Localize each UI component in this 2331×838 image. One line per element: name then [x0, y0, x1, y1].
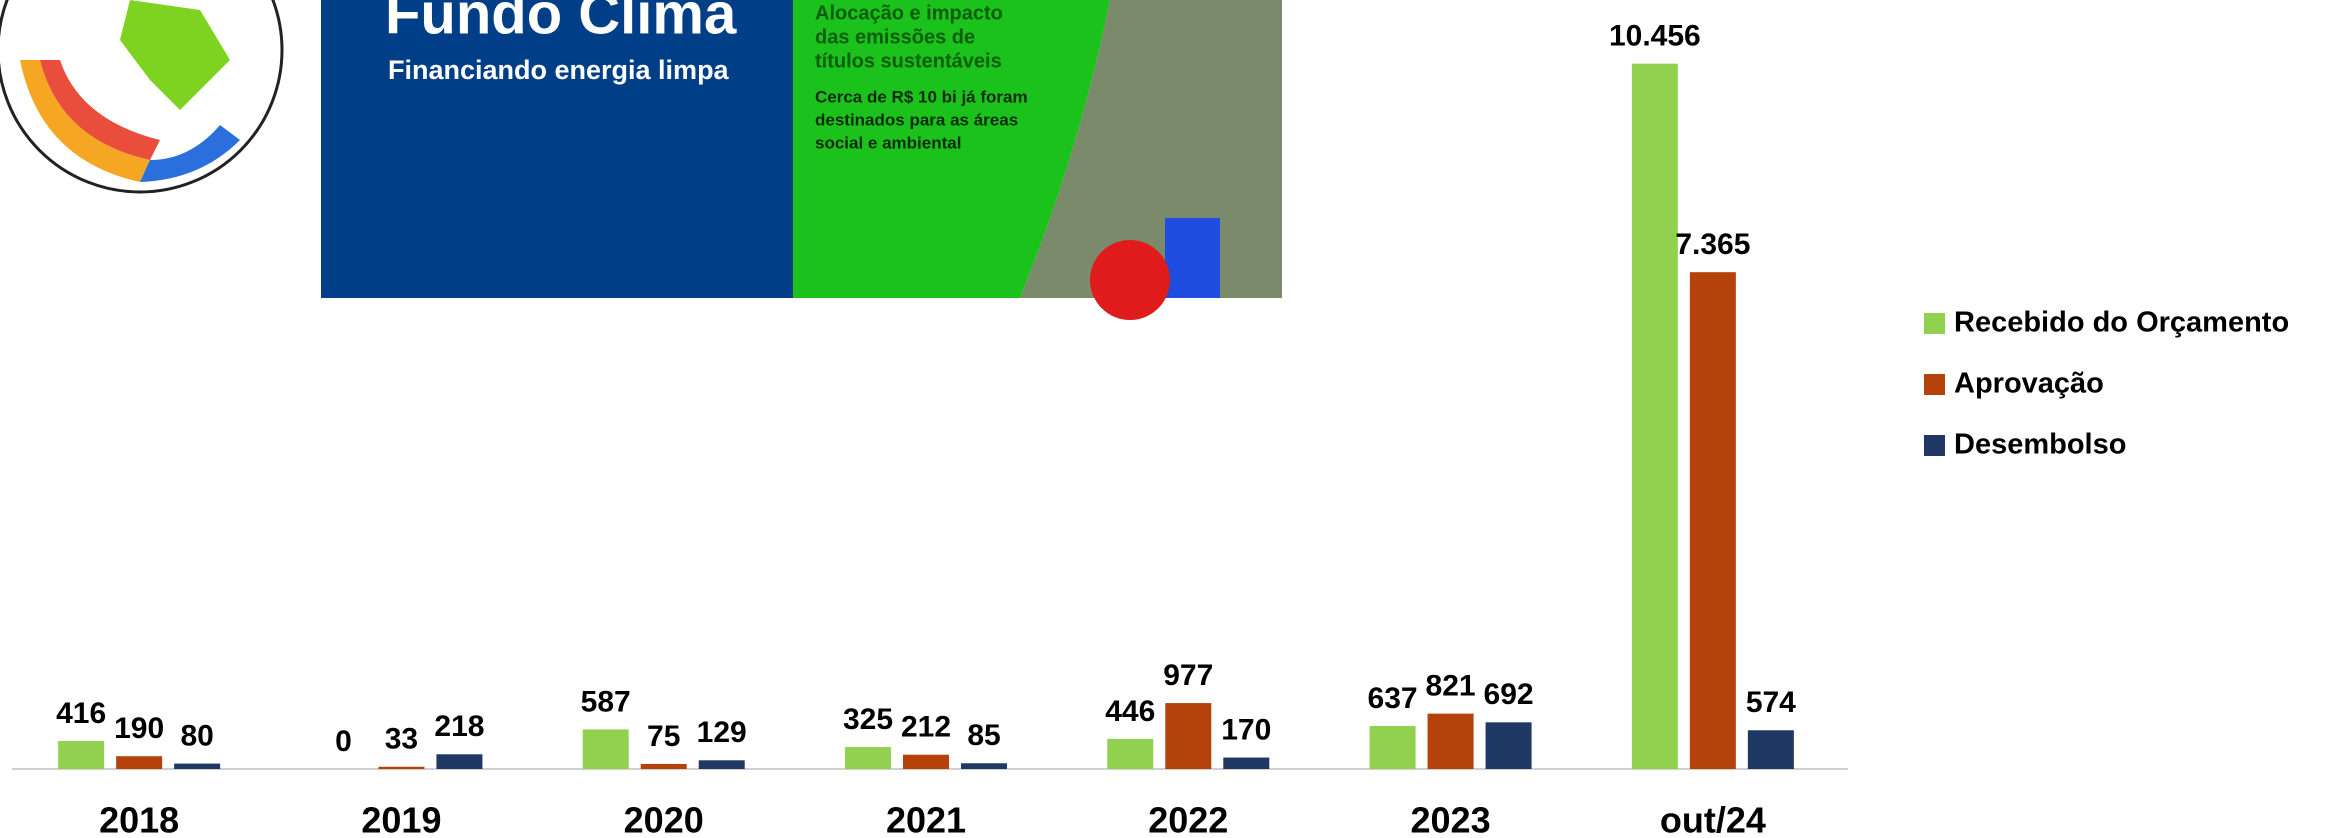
logo-band: [20, 60, 150, 182]
banner-headline: Alocação e impacto: [815, 2, 1003, 24]
bar: [903, 754, 949, 769]
legend-swatch: [1924, 313, 1945, 334]
logo-band: [40, 60, 160, 160]
value-label: 416: [56, 697, 106, 730]
logo-band: [140, 125, 240, 182]
banner: Fundo Clima Financiando energia limpa Al…: [0, 0, 1282, 320]
x-tick-label: out/24: [1660, 800, 1766, 838]
legend-label: Aprovação: [1954, 368, 2104, 400]
banner-panel: [793, 0, 1110, 298]
bar: [1631, 63, 1678, 770]
banner-note: social e ambiental: [815, 133, 961, 152]
bar: [1427, 713, 1474, 769]
bar: [961, 763, 1007, 769]
bar: [1485, 722, 1532, 769]
legend-swatch: [1924, 374, 1945, 395]
bar: [1747, 730, 1794, 769]
x-tick-label: 2020: [624, 800, 704, 838]
bar: [845, 747, 891, 769]
value-label: 7.365: [1675, 228, 1750, 261]
value-label: 85: [967, 719, 1000, 752]
banner-note: Cerca de R$ 10 bi já foram: [815, 87, 1028, 106]
banner-title: Fundo Clima: [385, 0, 737, 46]
value-label: 170: [1221, 713, 1271, 746]
banner-note: destinados para as áreas: [815, 110, 1018, 129]
value-label: 821: [1426, 670, 1476, 703]
bar: [640, 763, 687, 769]
value-label: 129: [697, 716, 747, 749]
value-label: 637: [1368, 682, 1418, 715]
value-label: 692: [1484, 678, 1534, 711]
value-label: 190: [114, 712, 164, 745]
banner-headline: das emissões de: [815, 26, 975, 48]
legend-swatch: [1924, 435, 1945, 456]
bar: [1223, 757, 1270, 769]
banner-panel: [321, 0, 793, 298]
x-tick-label: 2022: [1148, 800, 1228, 838]
value-label: 977: [1163, 659, 1213, 692]
bar: [1369, 726, 1416, 769]
chart: 2018 416 190 80 2019 0 33 218 2020 587 75 129 2021 32…: [12, 20, 2289, 838]
bar: [1107, 738, 1154, 769]
x-tick-label: 2018: [99, 800, 179, 838]
banner-shape: [1165, 218, 1220, 298]
legend-label: Recebido do Orçamento: [1954, 307, 2289, 339]
value-label: 325: [843, 703, 893, 736]
value-label: 10.456: [1609, 20, 1701, 53]
banner-shape: [1090, 240, 1170, 320]
logo-map: [120, 0, 230, 110]
value-label: 446: [1105, 695, 1155, 728]
bar: [1165, 703, 1212, 769]
bar: [58, 740, 105, 769]
value-label: 80: [180, 720, 213, 753]
banner-headline: títulos sustentáveis: [815, 50, 1002, 72]
banner-subtitle: Financiando energia limpa: [388, 55, 730, 85]
value-label: 574: [1746, 686, 1796, 719]
bar: [174, 763, 221, 769]
bar: [1689, 272, 1736, 769]
bar: [436, 754, 483, 769]
value-label: 212: [901, 711, 951, 744]
bar: [582, 729, 629, 769]
legend-label: Desembolso: [1954, 429, 2126, 461]
x-tick-label: 2019: [361, 800, 441, 838]
x-tick-label: 2021: [886, 800, 966, 838]
bar: [698, 760, 745, 769]
value-label: 33: [385, 723, 418, 756]
bar: [378, 766, 425, 769]
value-label: 0: [335, 725, 352, 758]
banner-photo: [793, 0, 1282, 298]
value-label: 587: [581, 685, 631, 718]
value-label: 218: [434, 710, 484, 743]
x-tick-label: 2023: [1411, 800, 1491, 838]
bar: [116, 756, 163, 769]
value-label: 75: [647, 720, 680, 753]
